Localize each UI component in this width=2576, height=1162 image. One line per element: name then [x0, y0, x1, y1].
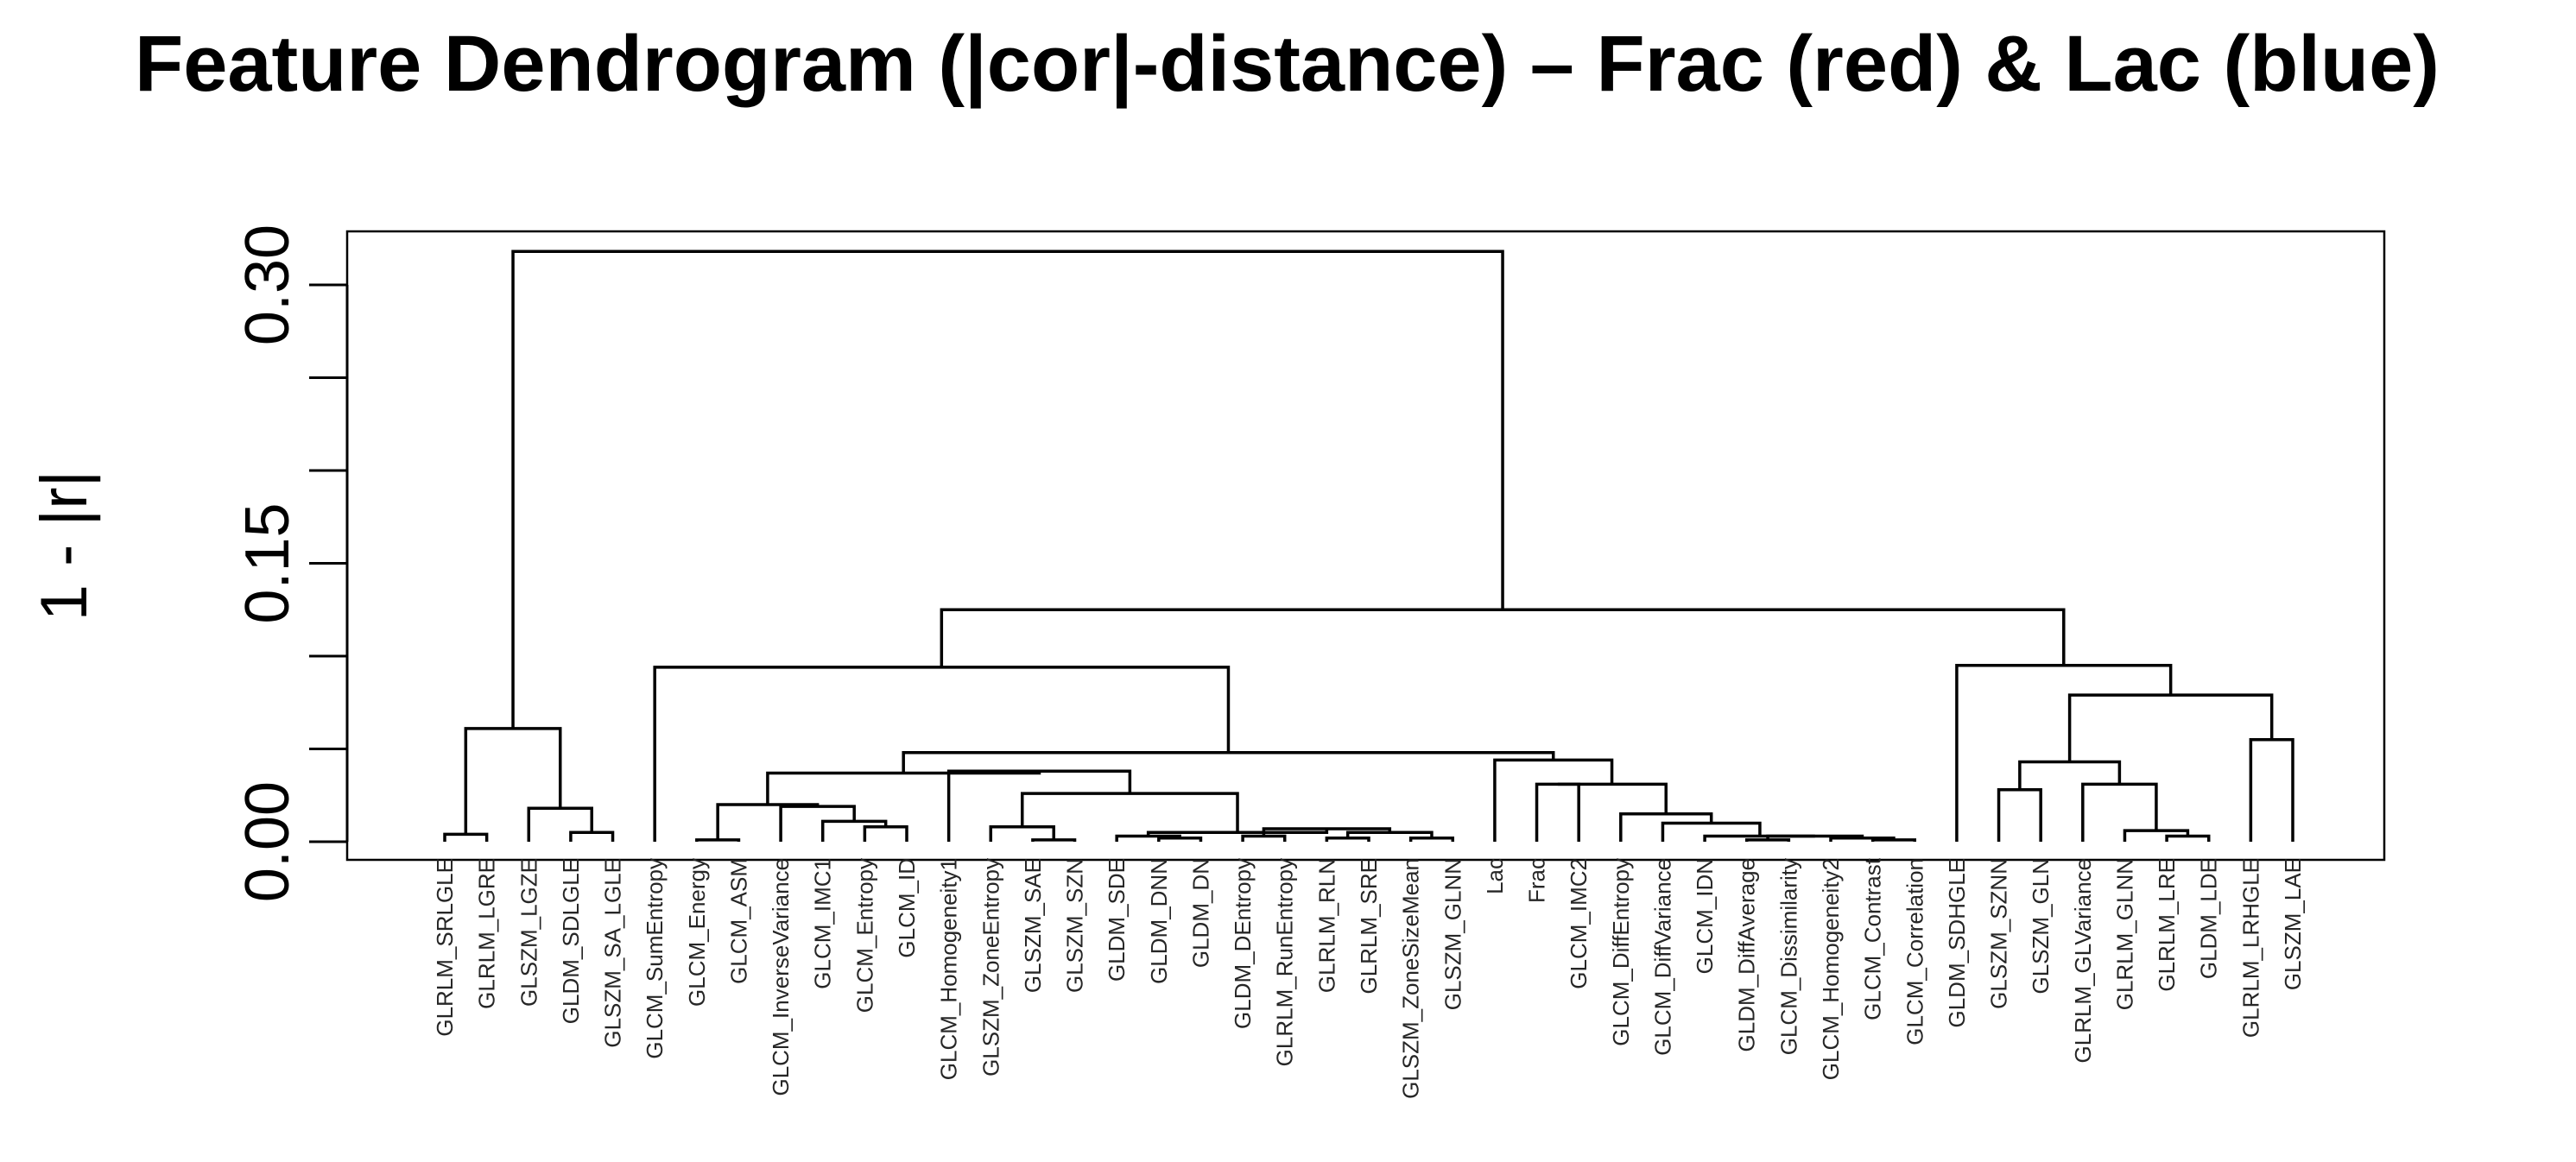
leaf-label: GLSZM_SA_LGLE	[600, 858, 626, 1048]
y-axis: 0.00 0.15 0.30	[233, 224, 349, 902]
dendrogram-link	[1535, 782, 1580, 842]
leaf-label: GLSZM_ZoneSizeMean	[1398, 858, 1424, 1099]
plot-frame	[345, 230, 2386, 862]
leaf-label: GLRLM_LRE	[2154, 858, 2180, 992]
leaf-label: Frac	[1524, 858, 1550, 903]
dendrogram-link	[1744, 838, 1791, 842]
dendrogram-link	[1157, 836, 1203, 842]
leaf-label: GLSZM_LAE	[2280, 858, 2306, 990]
dendrogram-link	[653, 666, 1231, 842]
dendrogram-links	[443, 249, 2294, 842]
leaf-label: GLCM_InverseVariance	[768, 858, 794, 1096]
leaf-label: GLRLM_SRE	[1356, 858, 1382, 995]
dendrogram-link	[2067, 693, 2274, 762]
leaf-label: GLDM_SDE	[1104, 858, 1130, 982]
dendrogram-link	[940, 608, 2066, 667]
dendrogram-link	[695, 838, 741, 842]
leaf-label: GLCM_Homogeneity2	[1818, 858, 1844, 1080]
leaf-label: GLRLM_GLVariance	[2070, 858, 2096, 1063]
dendrogram-link	[766, 771, 1041, 805]
leaf-label: GLDM_SDHGLE	[1944, 858, 1970, 1028]
dendrogram-link	[511, 249, 1504, 729]
y-tick-label: 0.15	[233, 502, 302, 623]
leaf-label: GLCM_Dissimilarity	[1775, 858, 1801, 1055]
leaf-label: GLDM_DEntropy	[1230, 858, 1256, 1029]
dendrogram-link	[1703, 834, 1815, 842]
leaf-label: GLSZM_ZoneEntropy	[978, 858, 1003, 1077]
leaf-label: GLCM_Correlation	[1902, 858, 1927, 1045]
leaf-label: GLDM_DiffAverage	[1734, 858, 1760, 1051]
leaf-labels: GLRLM_SRLGLE GLRLM_LGRE GLSZM_LGZE GLDM_SDL…	[432, 857, 2306, 1099]
dendrogram-link	[2249, 738, 2294, 842]
leaf-label: GLDM_DNN	[1146, 858, 1172, 984]
leaf-label: GLCM_DiffEntropy	[1608, 858, 1634, 1046]
dendrogram-link	[527, 806, 593, 842]
dendrogram-link	[1241, 834, 1287, 842]
leaf-label: GLRLM_SRLGLE	[432, 858, 458, 1037]
chart-title: Feature Dendrogram (|cor|-distance) – Fr…	[135, 20, 2440, 108]
leaf-label: GLCM_Energy	[684, 858, 710, 1007]
dendrogram-link	[1955, 664, 2173, 842]
dendrogram-link	[1325, 836, 1370, 842]
leaf-label: GLCM_IMC1	[810, 858, 836, 989]
y-tick-label: 0.30	[233, 224, 302, 345]
leaf-label: GLCM_IDN	[1692, 858, 1718, 974]
leaf-label: GLCM_IMC2	[1566, 858, 1592, 989]
dendrogram-link	[1408, 836, 1455, 842]
leaf-label: GLCM_ID	[894, 858, 920, 958]
dendrogram-link	[569, 830, 615, 842]
dendrogram-link	[1031, 838, 1077, 842]
leaf-label: GLCM_DiffVariance	[1649, 858, 1675, 1056]
leaf-label: GLCM_SumEntropy	[642, 858, 668, 1059]
dendrogram-link	[1493, 758, 1614, 842]
dendrogram-link	[946, 769, 1132, 842]
leaf-label: GLCM_Entropy	[851, 858, 877, 1013]
dendrogram-link	[1870, 838, 1917, 842]
dendrogram-link	[1766, 834, 1864, 840]
leaf-label: GLSZM_SZNN	[1986, 858, 2012, 1009]
leaf-label: GLCM_Contrast	[1860, 857, 1886, 1020]
leaf-label: GLRLM_LRHGLE	[2237, 858, 2263, 1038]
leaf-label: GLSZM_SZN	[1062, 858, 1088, 993]
leaf-label: GLSZM_GLNN	[1440, 858, 1465, 1010]
dendrogram-link	[2165, 834, 2211, 842]
leaf-label: GLDM_DN	[1187, 858, 1213, 968]
leaf-label: GLSZM_GLN	[2028, 858, 2054, 995]
y-tick-label: 0.00	[233, 781, 302, 902]
leaf-label: GLCM_Homogeneity1	[936, 858, 962, 1080]
dendrogram-link	[779, 805, 856, 842]
leaf-label: GLRLM_LGRE	[474, 858, 500, 1009]
y-axis-title: 1 - |r|	[28, 470, 101, 622]
leaf-label: GLRLM_GLNN	[2111, 858, 2137, 1010]
leaf-label: GLDM_LDE	[2196, 858, 2222, 979]
dendrogram-link	[443, 832, 489, 842]
leaf-label: GLRLM_RLN	[1313, 858, 1339, 993]
dendrogram-link	[716, 803, 820, 840]
dendrogram-link	[2081, 782, 2158, 842]
dendrogram-link	[820, 819, 888, 842]
leaf-label: GLSZM_SAE	[1020, 858, 1046, 993]
leaf-label: GLDM_SDLGLE	[558, 858, 584, 1024]
dendrogram-link	[1557, 782, 1668, 814]
dendrogram-link	[1997, 788, 2042, 842]
dendrogram-link	[863, 825, 908, 842]
leaf-label: Lac	[1482, 858, 1508, 894]
leaf-label: GLCM_ASM	[725, 858, 751, 984]
leaf-label: GLRLM_RunEntropy	[1272, 858, 1298, 1066]
dendrogram-link	[464, 727, 562, 835]
dendrogram-link	[1619, 812, 1713, 842]
leaf-label: GLSZM_LGZE	[516, 858, 541, 1007]
